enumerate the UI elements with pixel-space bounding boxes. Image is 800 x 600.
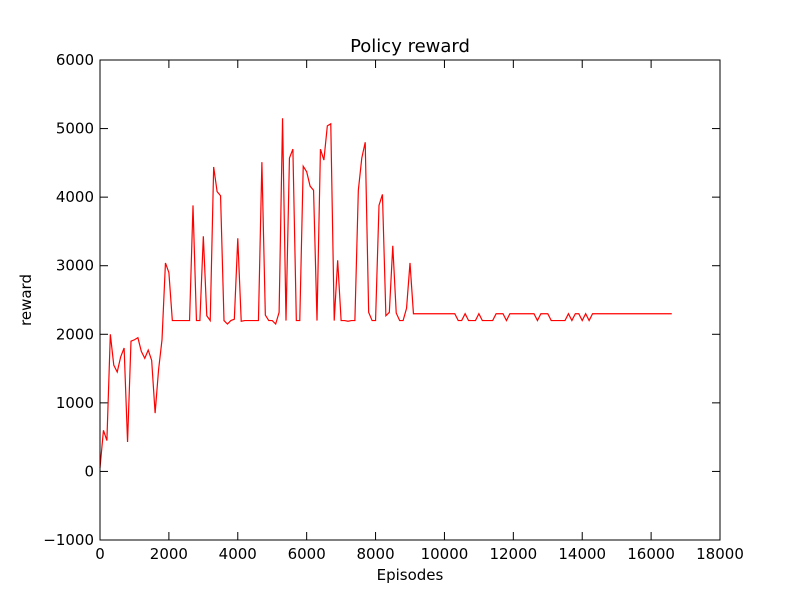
y-tick-label: 1000 (56, 394, 94, 412)
y-tick-label: 5000 (56, 120, 94, 138)
chart-title: Policy reward (350, 36, 470, 57)
x-tick-label: 12000 (489, 545, 537, 563)
x-tick-label: 18000 (696, 545, 744, 563)
x-tick-label: 6000 (288, 545, 326, 563)
x-tick-label: 2000 (150, 545, 188, 563)
x-tick-label: 14000 (558, 545, 606, 563)
y-tick-label: 2000 (56, 325, 94, 343)
line (99, 118, 672, 469)
x-tick-label: 4000 (219, 545, 257, 563)
x-tick-label: 8000 (356, 545, 394, 563)
x-tick-label: 10000 (421, 545, 469, 563)
x-axis-label: Episodes (377, 566, 444, 584)
y-tick-label: 4000 (56, 188, 94, 206)
x-tick-label: 0 (95, 545, 105, 563)
y-axis-label: reward (17, 274, 35, 326)
y-tick-label: −1000 (43, 531, 94, 549)
x-tick-label: 16000 (627, 545, 675, 563)
y-tick-label: 0 (84, 462, 94, 480)
y-tick-label: 3000 (56, 257, 94, 275)
y-tick-label: 6000 (56, 51, 94, 69)
plot-frame (99, 59, 721, 541)
